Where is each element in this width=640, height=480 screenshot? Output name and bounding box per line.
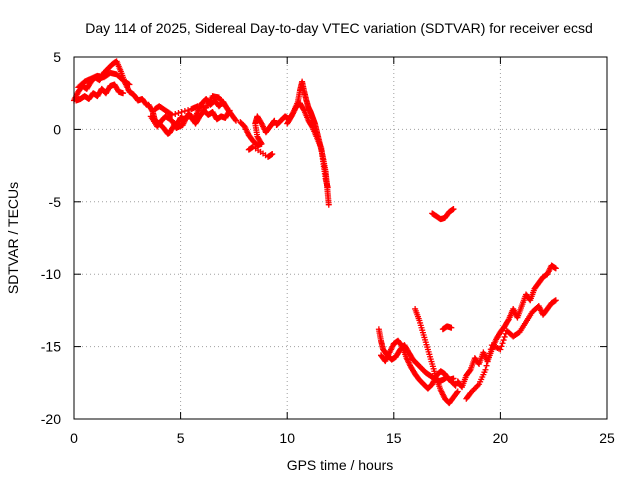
y-tick-label: -15 bbox=[41, 339, 61, 355]
data-point bbox=[222, 103, 229, 110]
data-point bbox=[225, 108, 232, 115]
y-tick-label: -10 bbox=[41, 266, 61, 282]
data-point bbox=[454, 389, 461, 396]
plot-frame bbox=[73, 56, 608, 420]
data-point bbox=[172, 110, 179, 117]
data-point bbox=[448, 324, 455, 331]
x-tick-label: 20 bbox=[493, 430, 509, 446]
x-tick-label: 0 bbox=[70, 430, 78, 446]
data-point bbox=[255, 134, 262, 141]
x-tick-label: 15 bbox=[386, 430, 402, 446]
data-point bbox=[482, 366, 489, 373]
data-point bbox=[450, 206, 457, 213]
data-point bbox=[497, 346, 504, 353]
data-point bbox=[233, 117, 240, 124]
tick-labels: 0 5 10 15 20 25 5 0 -5 -10 -15 -20 bbox=[41, 49, 615, 446]
data-point bbox=[498, 343, 505, 350]
data-point bbox=[126, 81, 133, 88]
y-tick-label: 0 bbox=[53, 121, 61, 137]
data-point bbox=[270, 118, 277, 125]
data-point bbox=[125, 80, 132, 87]
x-axis-label: GPS time / hours bbox=[287, 457, 394, 473]
data-point bbox=[450, 375, 457, 382]
data-point bbox=[501, 333, 508, 340]
data-point bbox=[552, 265, 559, 272]
data-point bbox=[120, 90, 127, 97]
axis-ticks bbox=[73, 56, 608, 420]
data-point bbox=[271, 117, 278, 124]
data-point bbox=[484, 358, 491, 365]
data-point bbox=[185, 107, 192, 114]
data-point bbox=[325, 201, 332, 208]
data-point bbox=[486, 350, 493, 357]
data-point bbox=[142, 100, 149, 107]
x-tick-label: 10 bbox=[279, 430, 295, 446]
data-point bbox=[175, 109, 182, 116]
data-point bbox=[181, 108, 188, 115]
data-point bbox=[226, 107, 233, 114]
data-point bbox=[454, 388, 461, 395]
data-point bbox=[500, 337, 507, 344]
x-tick-label: 25 bbox=[599, 430, 615, 446]
y-tick-label: 5 bbox=[53, 49, 61, 65]
data-points bbox=[71, 58, 559, 407]
y-tick-label: -5 bbox=[49, 194, 62, 210]
data-point bbox=[169, 111, 176, 118]
data-point bbox=[483, 362, 490, 369]
y-axis-label: SDTVAR / TECUs bbox=[5, 182, 21, 294]
data-point bbox=[324, 184, 331, 191]
y-tick-label: -20 bbox=[41, 411, 61, 427]
data-point bbox=[485, 354, 492, 361]
data-point bbox=[178, 109, 185, 116]
data-point bbox=[269, 151, 276, 158]
chart-title: Day 114 of 2025, Sidereal Day-to-day VTE… bbox=[85, 20, 593, 36]
data-point bbox=[499, 340, 506, 347]
data-point bbox=[232, 116, 239, 123]
data-point bbox=[451, 381, 458, 388]
data-point bbox=[487, 346, 494, 353]
x-tick-label: 5 bbox=[177, 430, 185, 446]
data-point bbox=[552, 297, 559, 304]
